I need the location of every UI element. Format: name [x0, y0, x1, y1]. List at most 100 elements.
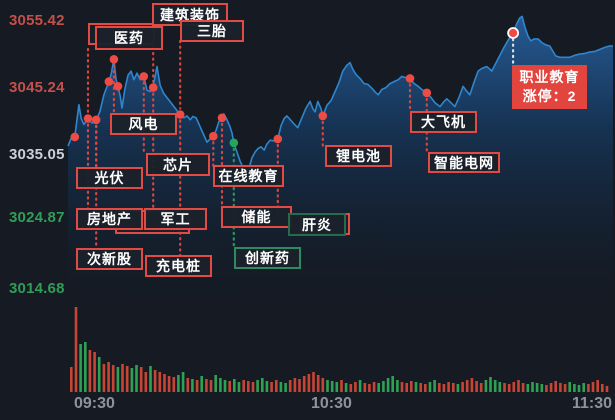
volume-bar	[219, 378, 222, 392]
sector-tag-guangfu[interactable]: 光伏	[76, 167, 143, 189]
volume-bar	[442, 384, 446, 392]
event-dot	[273, 134, 283, 144]
event-dot	[139, 72, 149, 81]
event-dot	[83, 114, 93, 123]
volume-bar	[265, 381, 269, 392]
volume-bar	[116, 367, 120, 392]
volume-bar	[559, 383, 562, 392]
sector-tag-fengdian[interactable]: 风电	[110, 113, 177, 135]
sector-tag-ganyan[interactable]: 肝炎	[288, 213, 346, 236]
y-axis-label: 3035.05	[9, 146, 65, 163]
volume-bar	[181, 372, 185, 392]
sector-tag-chongdianzhuang[interactable]: 充电桩	[145, 255, 212, 277]
volume-bar	[391, 376, 394, 392]
volume-bar	[261, 378, 264, 392]
y-axis-label: 3024.87	[9, 209, 65, 226]
volume-bar	[507, 384, 511, 392]
sector-tag-zhiyejiaoyu[interactable]: 职业教育 涨停：2	[512, 65, 587, 109]
volume-bar	[167, 376, 171, 392]
y-axis-label: 3014.68	[9, 280, 65, 297]
time-label: 11:30	[572, 395, 613, 412]
event-dot	[229, 138, 239, 148]
volume-bar	[344, 383, 348, 392]
volume-bar	[517, 380, 520, 392]
volume-bar	[452, 383, 455, 392]
volume-bar	[195, 380, 199, 392]
sector-tag-label: 锂电池	[336, 148, 381, 164]
sector-tag-yiyao[interactable]: 医药	[95, 26, 163, 50]
volume-bar	[107, 362, 110, 392]
volume-bar	[251, 382, 255, 392]
event-dot	[318, 111, 328, 121]
volume-bar	[93, 352, 96, 392]
volume-bar	[554, 381, 557, 392]
volume-bar	[582, 383, 585, 392]
sector-tag-label: 智能电网	[434, 154, 494, 171]
volume-bar	[433, 380, 436, 392]
sector-tag-label: 三胎	[197, 23, 227, 39]
volume-bar	[177, 375, 180, 392]
sector-tag-santai[interactable]: 三胎	[180, 20, 244, 42]
sector-tag-fangdichan[interactable]: 房地产	[76, 208, 143, 230]
volume-bar	[475, 381, 478, 392]
sector-tag-label: 房地产	[87, 211, 132, 227]
volume-bar	[186, 378, 190, 392]
sector-tag-label: 建筑装饰	[160, 6, 220, 23]
volume-bar	[121, 364, 124, 392]
volume-bar	[368, 384, 371, 392]
volume-bar	[233, 379, 236, 392]
event-dot	[148, 83, 158, 92]
volume-bar	[139, 367, 143, 392]
volume-bar	[419, 383, 422, 392]
sector-tag-label: 军工	[160, 211, 191, 227]
volume-bar	[279, 382, 283, 392]
volume-bar	[363, 383, 367, 392]
event-dot	[113, 82, 123, 91]
volume-bar	[163, 374, 166, 392]
sector-tag-label: 在线教育	[218, 168, 279, 184]
volume-bar	[503, 383, 506, 392]
sector-tag-dafeiji[interactable]: 大飞机	[410, 111, 477, 133]
sector-tag-xinpian[interactable]: 芯片	[146, 153, 210, 176]
volume-bar	[284, 383, 287, 392]
volume-bar	[465, 380, 469, 392]
volume-bar	[396, 380, 399, 392]
event-dot	[209, 131, 218, 141]
event-dot	[104, 77, 114, 86]
volume-bar	[414, 382, 418, 392]
volume-bar	[302, 376, 306, 392]
volume-bar	[256, 380, 259, 392]
volume-bar	[568, 382, 571, 392]
volume-bar	[521, 383, 525, 392]
event-dot	[507, 27, 519, 39]
sector-tag-chuangxinyao[interactable]: 创新药	[234, 247, 301, 269]
volume-bar	[438, 383, 441, 392]
volume-bar	[573, 384, 576, 392]
volume-bar	[405, 383, 408, 392]
volume-bar	[172, 377, 176, 392]
volume-bar	[214, 375, 217, 392]
volume-bar	[223, 380, 227, 392]
sector-tag-label: 肝炎	[302, 216, 332, 233]
volume-bar	[601, 384, 604, 392]
volume-bar	[526, 384, 530, 392]
volume-bar	[512, 382, 516, 392]
event-dot	[109, 55, 119, 64]
time-label: 09:30	[74, 395, 115, 412]
sector-tag-zaixianjiaoyu[interactable]: 在线教育	[213, 165, 284, 187]
volume-bar	[400, 382, 404, 392]
sector-tag-lidianchi[interactable]: 锂电池	[325, 145, 392, 167]
volume-bar	[540, 384, 544, 392]
sector-tag-zhinengdianwang[interactable]: 智能电网	[428, 152, 500, 173]
sector-tag-chuneng[interactable]: 储能	[221, 206, 292, 228]
volume-bar	[587, 384, 590, 392]
volume-bar	[545, 385, 548, 392]
event-dot	[217, 113, 227, 123]
sector-tag-cixingu[interactable]: 次新股	[76, 248, 143, 270]
volume-bar	[354, 382, 357, 392]
volume-bar	[242, 380, 245, 392]
sector-tag-jungong[interactable]: 军工	[144, 208, 207, 230]
volume-bar	[563, 384, 567, 392]
event-dot	[91, 115, 101, 125]
volume-bar	[577, 385, 581, 392]
